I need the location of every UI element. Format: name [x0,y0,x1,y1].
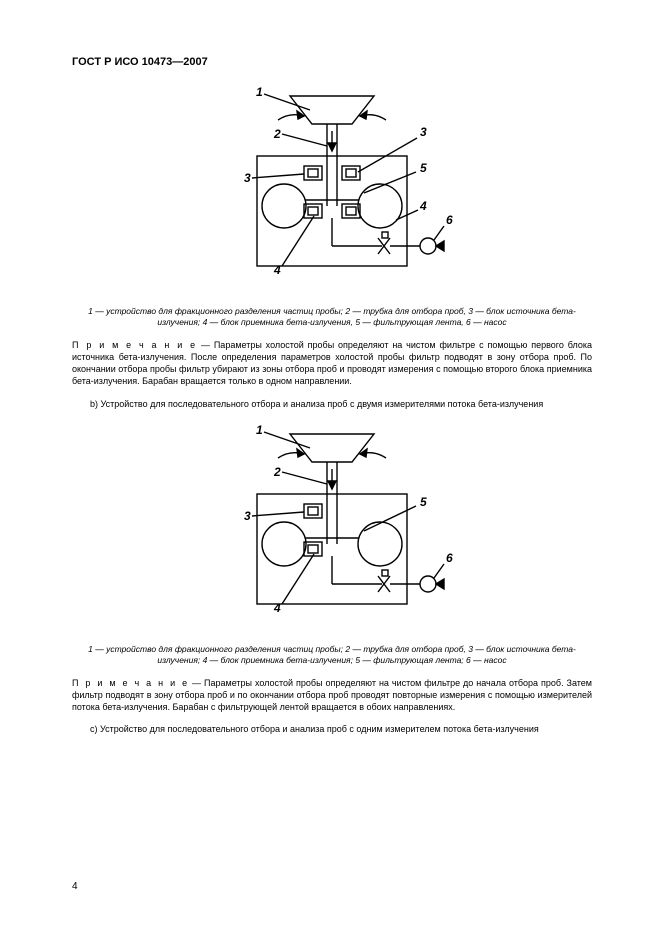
caption-c: c) Устройство для последовательного отбо… [72,723,592,735]
label-1-icon: 1 [256,424,263,437]
page-number: 4 [72,881,78,892]
caption-b: b) Устройство для последовательного отбо… [72,398,592,410]
label-2-icon: 2 [273,465,281,479]
label-4-icon: 4 [273,601,281,615]
label-3b-icon: 3 [420,125,427,139]
note-b: П р и м е ч а н и е — Параметры холостой… [72,677,592,713]
label-4-icon: 4 [273,263,281,277]
diagram-b: 1 2 3 5 4 6 [72,424,592,634]
label-6-icon: 6 [446,213,453,227]
label-3a-icon: 3 [244,171,251,185]
label-5-icon: 5 [420,161,427,175]
label-6-icon: 6 [446,551,453,565]
standard-header: ГОСТ Р ИСО 10473—2007 [72,56,592,68]
label-3-icon: 3 [244,509,251,523]
legend-a: 1 — устройство для фракционного разделен… [72,306,592,329]
label-2-icon: 2 [273,127,281,141]
legend-b: 1 — устройство для фракционного разделен… [72,644,592,667]
note-b-label: П р и м е ч а н и е [72,678,189,688]
note-a: П р и м е ч а н и е — Параметры холостой… [72,339,592,388]
label-1-icon: 1 [256,86,263,99]
label-5-icon: 5 [420,495,427,509]
label-4b-icon: 4 [419,199,427,213]
diagram-a: 1 2 3 3 5 4 4 6 [72,86,592,296]
note-a-label: П р и м е ч а н и е [72,340,197,350]
